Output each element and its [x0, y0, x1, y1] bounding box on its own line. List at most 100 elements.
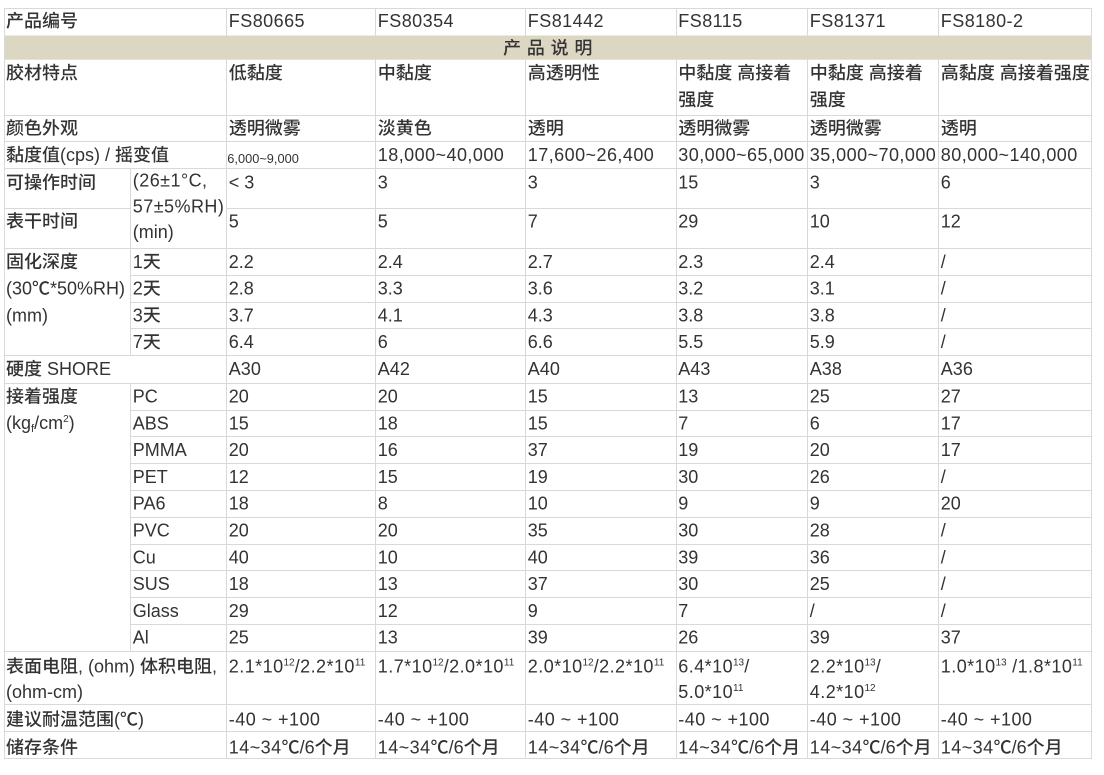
svg-text:8: 8: [378, 494, 388, 514]
svg-text:5.9: 5.9: [810, 332, 835, 352]
svg-text:13: 13: [733, 658, 745, 669]
svg-text:26: 26: [810, 467, 830, 487]
svg-text:30: 30: [678, 467, 698, 487]
svg-text:/: /: [941, 521, 946, 541]
svg-text:2.2*10: 2.2*10: [810, 657, 865, 677]
svg-text:13: 13: [996, 658, 1008, 669]
svg-text:26: 26: [678, 628, 698, 648]
svg-text:37: 37: [941, 628, 961, 648]
svg-text:15: 15: [229, 413, 249, 433]
svg-text:11: 11: [733, 683, 744, 694]
svg-text:57±5%RH): 57±5%RH): [133, 196, 225, 216]
svg-text:17: 17: [941, 413, 961, 433]
svg-text:/: /: [744, 657, 749, 677]
svg-text:40: 40: [528, 547, 548, 567]
svg-text:36: 36: [810, 547, 830, 567]
svg-text:-40 ~ +100: -40 ~ +100: [810, 710, 902, 730]
svg-text:2: 2: [63, 414, 69, 425]
svg-text:(mm): (mm): [6, 305, 48, 325]
svg-text:6: 6: [378, 332, 388, 352]
svg-text:3.2: 3.2: [678, 279, 703, 299]
svg-text:/: /: [941, 252, 946, 272]
svg-text:A36: A36: [941, 359, 973, 379]
svg-text:17,600~26,400: 17,600~26,400: [528, 145, 654, 165]
svg-text:-40 ~ +100: -40 ~ +100: [229, 710, 321, 730]
svg-text:2.8: 2.8: [229, 279, 254, 299]
svg-text:12: 12: [583, 658, 595, 669]
svg-text:12: 12: [433, 658, 445, 669]
svg-text:(30: (30: [6, 279, 32, 299]
svg-text:2.4: 2.4: [378, 252, 403, 272]
svg-text:3.7: 3.7: [229, 305, 254, 325]
svg-text:7: 7: [678, 601, 688, 621]
svg-text:5: 5: [378, 211, 388, 231]
svg-text:18: 18: [229, 574, 249, 594]
svg-text:25: 25: [229, 628, 249, 648]
svg-text:10: 10: [378, 547, 398, 567]
svg-text:12: 12: [865, 683, 877, 694]
svg-text:ABS: ABS: [133, 413, 169, 433]
svg-text:/2.2*10: /2.2*10: [594, 657, 654, 677]
svg-text:f: f: [31, 423, 35, 435]
svg-text:13: 13: [378, 628, 398, 648]
svg-text:14~34: 14~34: [941, 738, 994, 758]
svg-text:2.7: 2.7: [528, 252, 553, 272]
svg-text:/: /: [941, 574, 946, 594]
svg-text:20: 20: [229, 440, 249, 460]
svg-text:5.5: 5.5: [678, 332, 703, 352]
svg-text:14~34: 14~34: [229, 738, 282, 758]
svg-text:FS8115: FS8115: [678, 11, 742, 31]
svg-text:A38: A38: [810, 359, 842, 379]
svg-text:18,000~40,000: 18,000~40,000: [378, 145, 504, 165]
svg-text:-40 ~ +100: -40 ~ +100: [378, 710, 470, 730]
svg-text:3: 3: [378, 173, 388, 193]
svg-text:/: /: [941, 305, 946, 325]
svg-text:20: 20: [229, 521, 249, 541]
svg-text:6,000~9,000: 6,000~9,000: [227, 151, 299, 166]
svg-text:2.0*10: 2.0*10: [528, 657, 583, 677]
svg-text:19: 19: [678, 440, 698, 460]
svg-text:3.1: 3.1: [810, 279, 835, 299]
svg-text:9: 9: [528, 601, 538, 621]
svg-text:-40 ~ +100: -40 ~ +100: [678, 710, 770, 730]
svg-text:39: 39: [678, 547, 698, 567]
svg-text:6: 6: [941, 173, 951, 193]
svg-text:PC: PC: [133, 387, 158, 407]
svg-text:13: 13: [865, 658, 877, 669]
svg-text:3.3: 3.3: [378, 279, 403, 299]
svg-text:29: 29: [678, 211, 698, 231]
svg-text:/6: /6: [881, 738, 896, 758]
svg-text:/: /: [941, 547, 946, 567]
svg-text:4.2*10: 4.2*10: [810, 682, 865, 702]
svg-text:6.4*10: 6.4*10: [678, 657, 733, 677]
svg-text:/2.0*10: /2.0*10: [444, 657, 504, 677]
svg-text:6.4: 6.4: [229, 332, 254, 352]
svg-text:/6: /6: [1012, 738, 1027, 758]
svg-text:< 3: < 3: [229, 173, 255, 193]
svg-text:10: 10: [528, 494, 548, 514]
svg-text:-40 ~ +100: -40 ~ +100: [941, 710, 1033, 730]
svg-text:14~34: 14~34: [810, 738, 863, 758]
svg-text:A43: A43: [678, 359, 710, 379]
svg-text:37: 37: [528, 440, 548, 460]
svg-text:FS81442: FS81442: [528, 11, 604, 31]
svg-text:2.2: 2.2: [229, 252, 254, 272]
svg-text:/1.8*10: /1.8*10: [1007, 657, 1073, 677]
svg-text:18: 18: [229, 494, 249, 514]
svg-text:35,000~70,000: 35,000~70,000: [810, 145, 936, 165]
svg-text:14~34: 14~34: [378, 738, 431, 758]
svg-text:14~34: 14~34: [528, 738, 581, 758]
svg-text:3.8: 3.8: [810, 305, 835, 325]
svg-text:3: 3: [528, 173, 538, 193]
svg-text:A42: A42: [378, 359, 410, 379]
svg-text:, (ohm): , (ohm): [78, 657, 140, 677]
svg-text:30: 30: [678, 521, 698, 541]
svg-text:/6: /6: [300, 738, 315, 758]
svg-text:2.4: 2.4: [810, 252, 835, 272]
svg-text:13: 13: [678, 387, 698, 407]
svg-text:1.7*10: 1.7*10: [378, 657, 433, 677]
svg-text:20: 20: [378, 521, 398, 541]
svg-text:/: /: [941, 467, 946, 487]
svg-text:18: 18: [378, 413, 398, 433]
svg-text:39: 39: [528, 628, 548, 648]
